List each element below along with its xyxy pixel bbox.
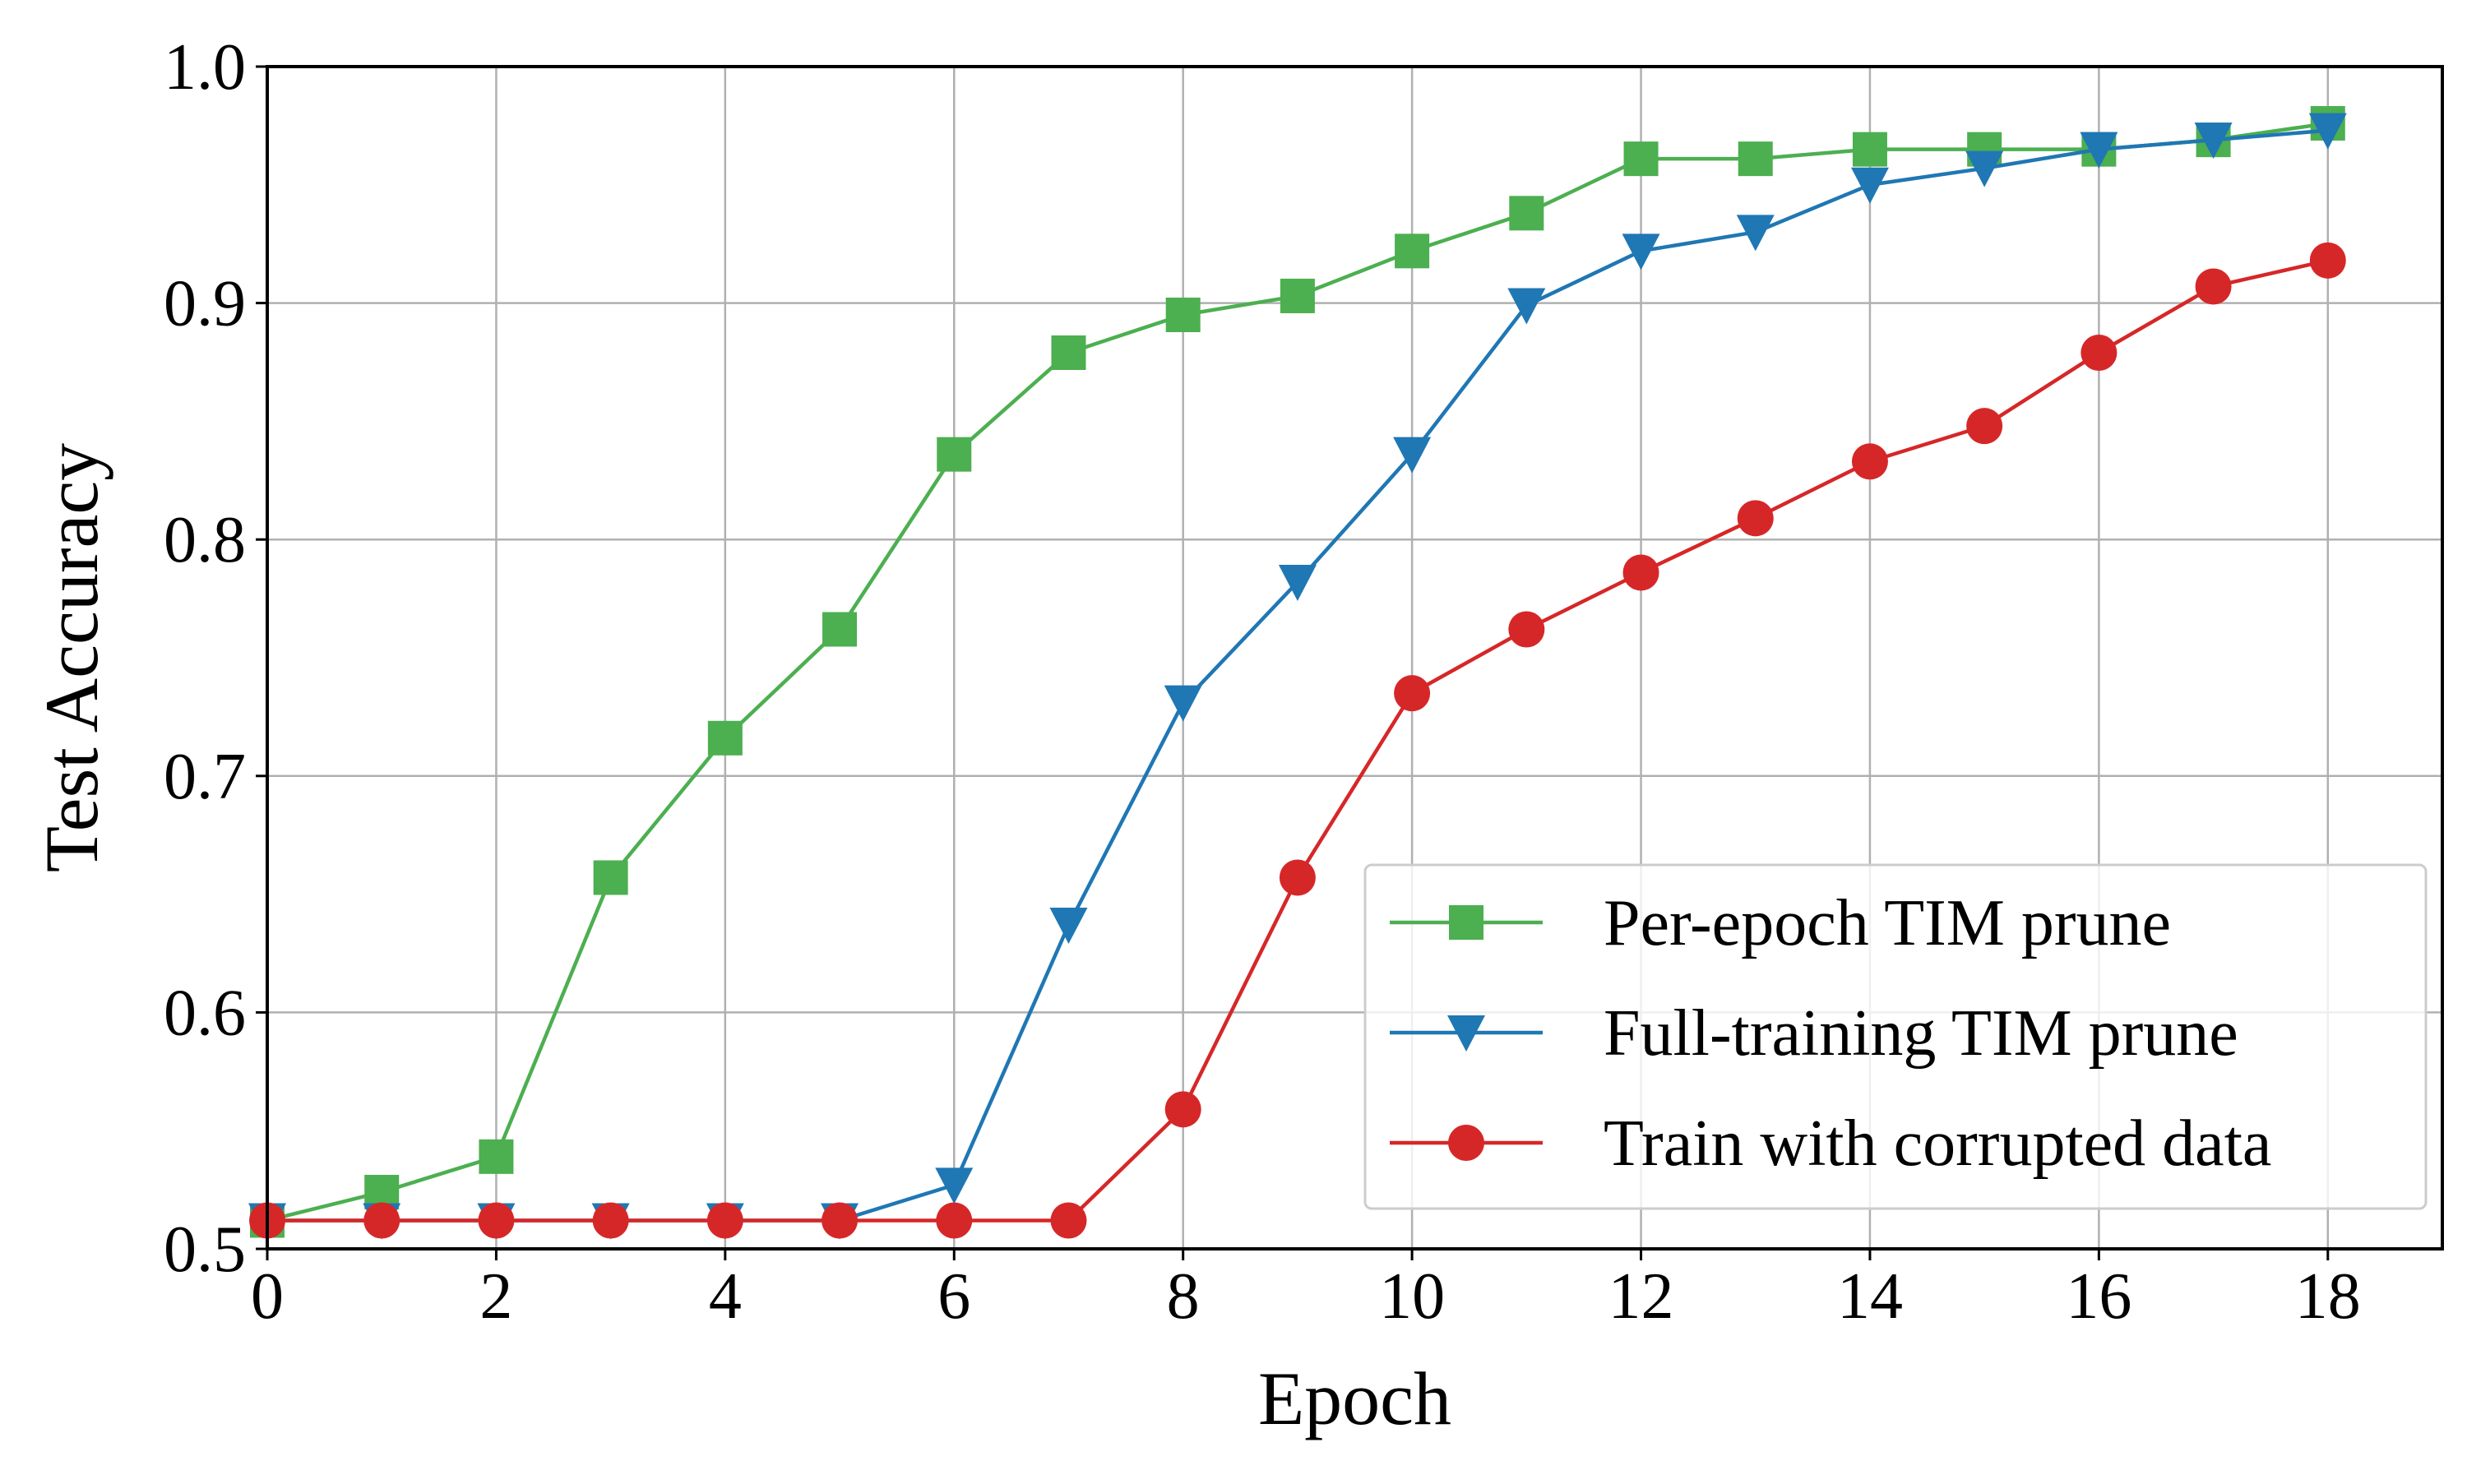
- legend-item: Train with corrupted data: [1390, 1107, 2271, 1180]
- data-point: [1622, 233, 1660, 270]
- data-point: [1508, 611, 1545, 648]
- data-point: [1622, 554, 1659, 591]
- data-point: [1280, 278, 1315, 313]
- y-tick-label: 0.9: [164, 268, 246, 340]
- data-point: [706, 1202, 743, 1239]
- data-point: [1394, 675, 1431, 712]
- data-point: [1279, 859, 1316, 896]
- data-point: [1050, 1202, 1087, 1239]
- data-point: [707, 720, 743, 756]
- legend-marker: [1448, 1125, 1484, 1161]
- data-point: [1965, 150, 2004, 187]
- data-point: [1851, 443, 1888, 480]
- x-tick-label: 14: [1837, 1260, 1903, 1333]
- data-point: [593, 860, 628, 895]
- axis-ticks: 0 2 4 6 8 10 12 14 16 18 0.5 0.6 0.7 0.8 0.9 1.0: [164, 31, 2361, 1333]
- data-point: [1507, 288, 1546, 325]
- x-axis-label: Epoch: [1258, 1357, 1451, 1440]
- data-point: [1165, 297, 1201, 332]
- y-tick-label: 0.5: [164, 1214, 246, 1286]
- data-point: [1737, 500, 1774, 537]
- x-tick-label: 2: [479, 1260, 512, 1333]
- data-point: [1850, 167, 1889, 204]
- x-tick-label: 16: [2066, 1260, 2131, 1333]
- x-tick-label: 12: [1608, 1260, 1674, 1333]
- y-tick-label: 1.0: [164, 31, 246, 104]
- data-point: [2081, 334, 2118, 371]
- series-group: [248, 106, 2347, 1240]
- data-point: [2309, 242, 2346, 279]
- x-tick-label: 8: [1167, 1260, 1200, 1333]
- y-tick-label: 0.7: [164, 741, 246, 813]
- legend-item: Per-epoch TIM prune: [1390, 887, 2171, 959]
- y-tick-label: 0.6: [164, 977, 246, 1049]
- data-point: [1164, 1091, 1201, 1128]
- x-tick-label: 6: [937, 1260, 970, 1333]
- data-point: [1738, 141, 1773, 177]
- data-point: [1164, 685, 1202, 722]
- data-point: [935, 1167, 974, 1204]
- data-point: [822, 612, 858, 647]
- data-point: [1393, 437, 1432, 474]
- data-point: [1623, 141, 1659, 177]
- legend: Per-epoch TIM prune Full-training TIM pru…: [1363, 863, 2428, 1210]
- data-point: [2308, 113, 2347, 150]
- data-point: [479, 1139, 514, 1174]
- y-tick-label: 0.8: [164, 504, 246, 576]
- data-point: [363, 1202, 400, 1239]
- legend-marker: [1447, 1015, 1485, 1052]
- data-point: [592, 1202, 629, 1239]
- data-point: [1509, 196, 1544, 231]
- x-tick-label: 10: [1379, 1260, 1445, 1333]
- data-point: [1736, 215, 1775, 252]
- data-point: [1966, 408, 2003, 445]
- data-point: [2194, 123, 2233, 159]
- data-point: [937, 437, 972, 472]
- data-point: [936, 1202, 973, 1239]
- x-tick-label: 0: [251, 1260, 284, 1333]
- data-point: [1395, 233, 1430, 269]
- data-point: [1852, 132, 1887, 167]
- series-3: [249, 242, 2346, 1239]
- data-point: [478, 1202, 515, 1239]
- legend-item: Full-training TIM prune: [1390, 997, 2238, 1070]
- data-point: [2080, 132, 2118, 169]
- x-tick-label: 18: [2295, 1260, 2361, 1333]
- data-point: [1051, 335, 1086, 370]
- data-point: [1049, 907, 1088, 944]
- legend-label: Full-training TIM prune: [1604, 997, 2238, 1070]
- legend-label: Train with corrupted data: [1604, 1107, 2271, 1180]
- legend-box: [1363, 863, 2428, 1210]
- x-tick-label: 4: [709, 1260, 742, 1333]
- legend-label: Per-epoch TIM prune: [1604, 887, 2171, 959]
- data-point: [2195, 268, 2232, 305]
- legend-marker: [1449, 905, 1483, 940]
- plot-frame: [266, 65, 2444, 1251]
- y-axis-label: Test Accuracy: [30, 443, 113, 872]
- data-point: [822, 1202, 859, 1239]
- data-point: [1278, 564, 1317, 601]
